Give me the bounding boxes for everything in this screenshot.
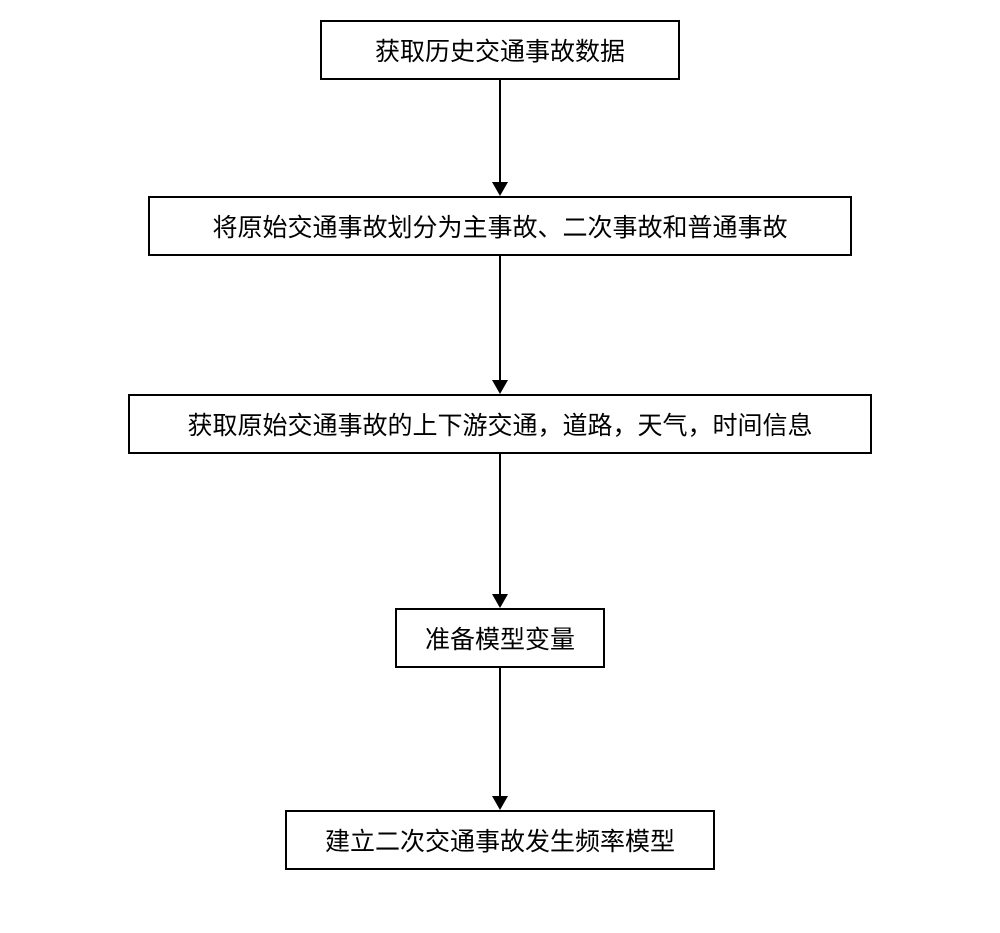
arrow-line-1 [499,80,501,182]
flowchart-node-2: 将原始交通事故划分为主事故、二次事故和普通事故 [148,196,852,256]
flowchart-node-1: 获取历史交通事故数据 [320,20,680,80]
node-label: 准备模型变量 [425,620,575,656]
arrow-line-2 [499,256,501,380]
flowchart-node-3: 获取原始交通事故的上下游交通，道路，天气，时间信息 [128,394,872,454]
flowchart-node-5: 建立二次交通事故发生频率模型 [285,810,715,870]
flowchart-container: 获取历史交通事故数据 将原始交通事故划分为主事故、二次事故和普通事故 获取原始交… [0,0,1000,933]
arrow-head-4 [492,796,508,810]
node-label: 建立二次交通事故发生频率模型 [325,822,675,858]
arrow-head-1 [492,182,508,196]
arrow-line-3 [499,454,501,594]
arrow-head-2 [492,380,508,394]
arrow-head-3 [492,594,508,608]
arrow-line-4 [499,668,501,796]
node-label: 获取原始交通事故的上下游交通，道路，天气，时间信息 [187,406,812,442]
node-label: 获取历史交通事故数据 [375,32,625,68]
node-label: 将原始交通事故划分为主事故、二次事故和普通事故 [212,208,787,244]
flowchart-node-4: 准备模型变量 [395,608,605,668]
